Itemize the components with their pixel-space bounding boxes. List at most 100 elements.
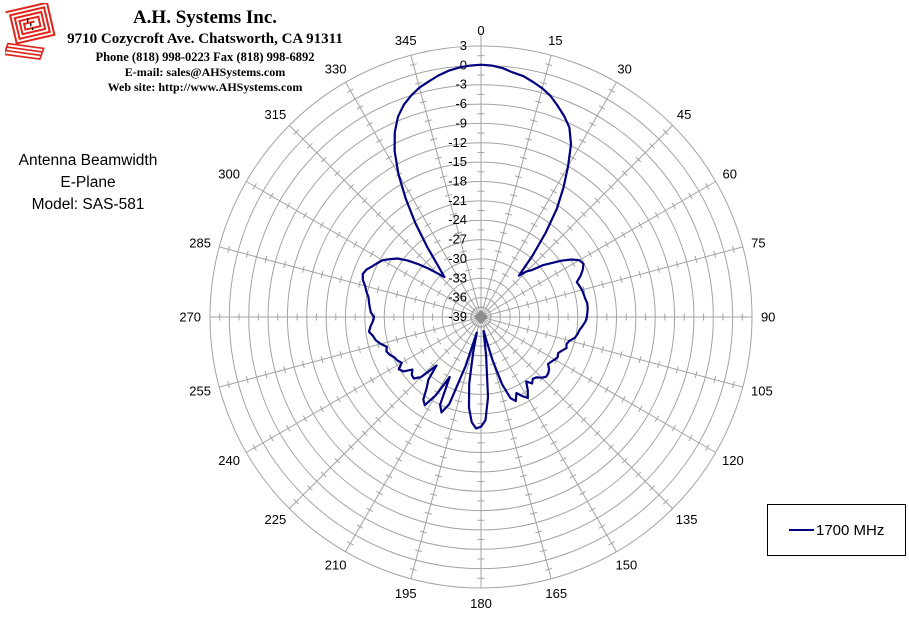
grid-spoke-tick [500, 231, 508, 235]
db-tick-label: -24 [448, 212, 467, 227]
grid-spoke-tick [671, 425, 676, 432]
company-logo-icon [5, 3, 56, 60]
grid-spoke-tick [539, 252, 546, 259]
grid-spoke-tick [336, 231, 341, 239]
grid-spoke-tick [657, 265, 661, 273]
grid-spoke-tick [283, 260, 287, 268]
grid-spoke-tick [453, 299, 459, 306]
grid-spoke-tick [320, 270, 324, 278]
grid-spoke-tick [525, 137, 533, 141]
chart-info: Antenna Beamwidth E-Plane Model: SAS-581 [0, 150, 176, 216]
grid-spoke-tick [302, 415, 308, 422]
db-tick-label: -21 [448, 193, 467, 208]
grid-spoke-tick [376, 285, 380, 293]
grid-spoke-tick [505, 418, 513, 422]
grid-spoke-tick [409, 63, 417, 66]
grid-spoke-tick [439, 175, 447, 179]
grid-spoke-tick [563, 290, 567, 298]
grid-spoke-tick [511, 373, 519, 378]
grid-spoke-tick [358, 346, 361, 354]
grid-spoke-tick [582, 341, 586, 349]
grid-spoke-tick [301, 361, 305, 369]
grid-spoke-tick [498, 293, 505, 300]
grid-spoke-tick [554, 357, 559, 364]
grid-spoke-tick [424, 222, 432, 227]
grid-spoke-tick [638, 356, 642, 364]
grid-spoke-tick [436, 337, 442, 345]
grid-spoke-tick [550, 440, 557, 445]
grid-spoke-tick [694, 371, 698, 379]
grid-spoke-tick [608, 444, 614, 450]
grid-spoke-tick [545, 568, 553, 571]
angle-label: 60 [722, 166, 736, 181]
grid-spoke-tick [662, 498, 669, 505]
grid-spoke-tick [320, 156, 327, 163]
grid-spoke-tick [451, 321, 455, 329]
grid-spoke-tick [434, 239, 441, 244]
grid-spoke-tick [520, 474, 528, 478]
grid-spoke-tick [395, 336, 399, 344]
grid-spoke [289, 316, 482, 509]
angle-label: 165 [545, 586, 567, 601]
angle-label: 120 [722, 453, 744, 468]
grid-spoke-tick [535, 530, 543, 534]
db-tick-label: -12 [448, 135, 467, 150]
grid-spoke-tick [449, 418, 457, 422]
grid-spoke-tick [414, 295, 417, 303]
angle-label: 345 [395, 33, 417, 48]
grid-spoke-tick [638, 270, 642, 278]
grid-spoke-tick [366, 122, 373, 127]
db-tick-label: -6 [455, 96, 467, 111]
grid-spoke-tick [510, 194, 518, 197]
grid-spoke-tick [521, 390, 528, 395]
grid-spoke-tick [530, 119, 538, 123]
grid-spoke-tick [601, 346, 604, 354]
grid-spoke-tick [537, 347, 542, 355]
grid-spoke-tick [269, 192, 274, 200]
grid-spoke-tick [420, 279, 425, 287]
grid-spoke-tick [319, 221, 324, 229]
grid-spoke-tick [619, 351, 623, 359]
grid-spoke-tick [579, 138, 586, 144]
grid-spoke-tick [515, 455, 523, 459]
grid-spoke-tick [485, 287, 493, 291]
grid-spoke-tick [569, 155, 577, 160]
grid-spoke-tick [366, 507, 373, 512]
grid-spoke-tick [501, 356, 509, 362]
grid-spoke-tick [353, 386, 358, 393]
grid-spoke-tick [635, 156, 642, 163]
grid-spoke-tick [339, 351, 343, 359]
grid-spoke-tick [713, 376, 717, 384]
grid-spoke-tick [293, 498, 300, 505]
db-tick-label: -27 [448, 232, 467, 247]
grid-spoke-tick [449, 212, 457, 216]
grid-spoke-tick [302, 212, 308, 219]
grid-spoke [410, 316, 482, 579]
grid-spoke-tick [459, 381, 467, 384]
grid-spoke-tick [451, 305, 455, 313]
grid-spoke-tick [501, 272, 509, 278]
grid-spoke-tick [505, 212, 513, 216]
grid-spoke-tick [420, 347, 425, 355]
grid-spoke-tick [635, 471, 642, 478]
grid-spoke-tick [589, 507, 596, 512]
grid-spoke-tick [545, 63, 553, 66]
grid-spoke-tick [608, 541, 615, 546]
grid-spoke-tick [571, 366, 576, 374]
grid-spoke [345, 82, 482, 318]
grid-spoke-tick [567, 403, 573, 409]
grid-spoke-tick [512, 279, 519, 286]
grid-spoke-tick [376, 490, 383, 496]
grid-spoke-tick [286, 425, 291, 432]
grid-spoke-tick [348, 444, 354, 450]
grid-spoke-tick [507, 305, 511, 313]
grid-spoke-tick [594, 430, 601, 437]
grid-spoke-tick [490, 268, 498, 272]
grid-spoke-tick [245, 376, 249, 384]
grid-spoke-tick [443, 279, 450, 286]
grid-spoke-tick [293, 129, 300, 136]
chart-title: Antenna Beamwidth [18, 152, 158, 169]
grid-spoke-tick [587, 250, 593, 258]
grid-spoke-tick [732, 245, 735, 253]
